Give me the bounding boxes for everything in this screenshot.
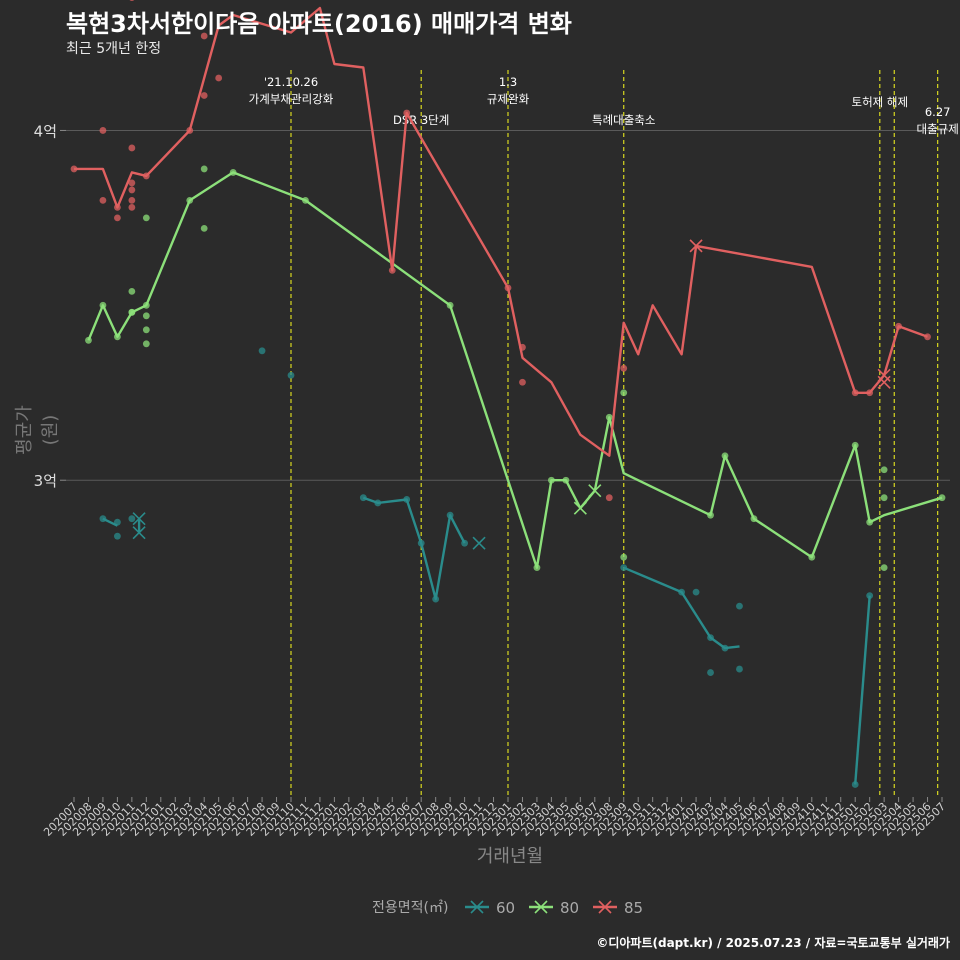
series-line-80 xyxy=(87,171,943,569)
data-point-80 xyxy=(620,389,628,397)
legend-label-85: 85 xyxy=(624,899,643,917)
policy-label: 1.3 xyxy=(499,75,517,89)
data-point-80 xyxy=(200,224,208,232)
y-tick-label: 3억 xyxy=(34,472,57,490)
cross-marker xyxy=(472,536,486,550)
data-point-80 xyxy=(128,287,136,295)
series-line-85 xyxy=(74,6,928,457)
legend-label-60: 60 xyxy=(496,899,515,917)
data-point-85 xyxy=(200,92,208,99)
cross-marker xyxy=(877,375,891,389)
data-point-85 xyxy=(128,186,136,194)
cross-marker xyxy=(573,501,587,515)
data-point-80 xyxy=(880,466,888,474)
x-axis-label: 거래년월 xyxy=(476,846,544,867)
cross-marker xyxy=(132,526,146,540)
data-point-80 xyxy=(880,494,888,502)
cross-marker xyxy=(598,900,612,914)
cross-marker xyxy=(588,484,602,498)
series-line-60 xyxy=(362,496,466,601)
cross-marker xyxy=(689,239,703,253)
data-point-60 xyxy=(707,669,714,676)
y-tick-label: 4억 xyxy=(34,122,57,140)
data-point-85 xyxy=(129,0,135,1)
data-point-85 xyxy=(99,127,107,134)
data-point-80 xyxy=(200,165,208,173)
data-point-85 xyxy=(128,179,136,187)
policy-label: 가계부채관리강화 xyxy=(249,92,334,106)
data-point-80 xyxy=(620,553,628,561)
data-point-80 xyxy=(142,340,150,348)
data-point-60 xyxy=(851,781,859,788)
data-point-60 xyxy=(287,371,295,379)
policy-label: DSR 3단계 xyxy=(393,113,449,127)
data-point-60 xyxy=(114,532,121,540)
legend-title: 전용면적(㎡) xyxy=(372,900,448,916)
series-line-60 xyxy=(102,517,118,527)
data-point-85 xyxy=(128,144,136,152)
data-point-85 xyxy=(200,32,208,40)
data-point-60 xyxy=(692,588,700,596)
policy-label: 토허제 해제 xyxy=(852,95,909,109)
chart-title: 복현3차서한이다음 아파트(2016) 매매가격 변화 xyxy=(66,10,572,38)
series-line-60 xyxy=(854,595,871,785)
cross-marker xyxy=(132,512,146,526)
series-line-60 xyxy=(623,566,740,650)
y-axis-label: 평균가(원) xyxy=(14,405,61,455)
data-point-80 xyxy=(142,326,150,334)
policy-label: '21.10.26 xyxy=(264,75,318,89)
data-point-60 xyxy=(736,602,743,610)
data-point-80 xyxy=(142,214,150,222)
policy-label: 특례대출축소 xyxy=(592,113,655,127)
data-point-85 xyxy=(605,494,613,502)
data-point-60 xyxy=(128,515,136,523)
data-point-60 xyxy=(258,347,266,355)
policy-label: 규제완화 xyxy=(487,92,530,106)
legend-label-80: 80 xyxy=(560,899,579,917)
policy-label: 6.27 xyxy=(925,105,951,119)
policy-label: 대출규제 xyxy=(916,122,958,136)
source-caption: ©디아파트(dapt.kr) / 2025.07.23 / 자료=국토교통부 실… xyxy=(596,936,950,950)
data-point-85 xyxy=(519,378,526,386)
data-point-85 xyxy=(99,197,107,204)
data-point-85 xyxy=(128,197,136,204)
data-point-80 xyxy=(142,312,150,320)
chart-subtitle: 최근 5개년 한정 xyxy=(66,41,162,57)
cross-marker xyxy=(470,900,484,914)
cross-marker xyxy=(534,900,548,914)
data-point-85 xyxy=(128,204,136,211)
data-point-85 xyxy=(114,214,121,222)
data-point-60 xyxy=(736,665,743,673)
data-point-85 xyxy=(620,364,628,372)
data-point-80 xyxy=(880,564,888,572)
data-point-85 xyxy=(215,74,223,82)
